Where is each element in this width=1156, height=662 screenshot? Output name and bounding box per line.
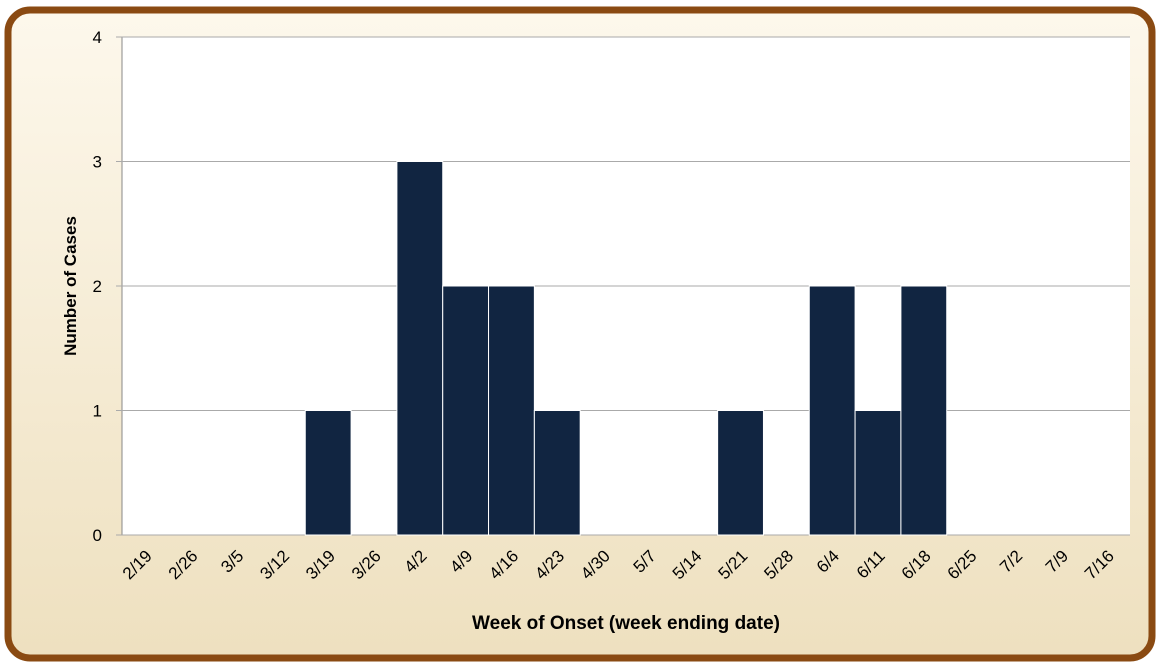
bar (808, 285, 856, 536)
bar (396, 161, 444, 536)
bar (442, 285, 490, 536)
y-tick-label: 4 (93, 28, 102, 47)
y-tick-label: 3 (93, 153, 102, 172)
y-tick-label: 1 (93, 402, 102, 421)
bar (717, 410, 764, 536)
x-axis-label: Week of Onset (week ending date) (472, 613, 780, 634)
y-tick-label: 0 (93, 526, 102, 545)
bar (854, 410, 902, 536)
y-tick-label: 2 (93, 277, 102, 296)
y-axis-label: Number of Cases (61, 216, 80, 356)
bar (533, 410, 581, 536)
bar (488, 285, 535, 536)
bar (304, 410, 352, 536)
bar (900, 285, 948, 536)
